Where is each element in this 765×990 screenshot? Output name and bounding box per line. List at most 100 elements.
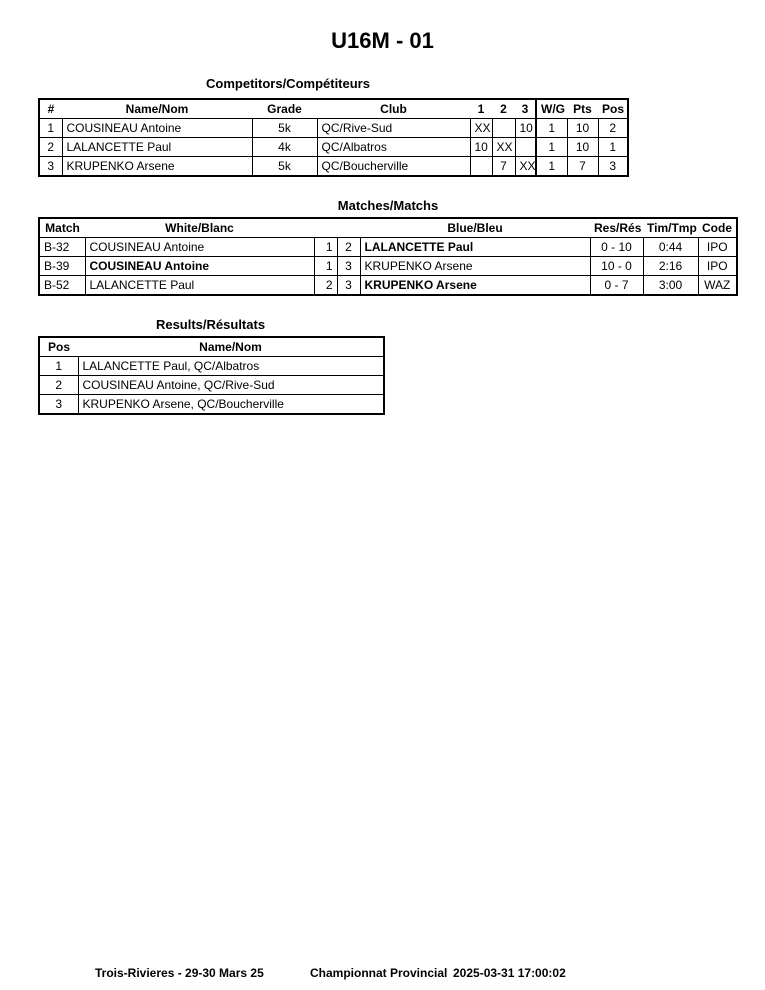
score-vs-2: XX (491, 137, 516, 157)
results-table: Pos Name/Nom 1 LALANCETTE Paul, QC/Albatr… (38, 336, 385, 415)
competitor-grade: 5k (251, 118, 318, 138)
match-id: B-39 (38, 256, 86, 276)
col-header: Pts (573, 102, 592, 116)
position: 2 (597, 118, 629, 138)
score-vs-3 (514, 137, 537, 157)
table-row: 3 KRUPENKO Arsene, QC/Boucherville (38, 394, 385, 415)
col-header: Club (380, 102, 407, 116)
col-header: Match (45, 221, 80, 235)
table-row: 3 KRUPENKO Arsene 5k QC/Boucherville 7 XX 1 7 3 (38, 156, 629, 177)
score-vs-2: 7 (491, 156, 516, 177)
table-row: 1 LALANCETTE Paul, QC/Albatros (38, 356, 385, 376)
footer-event: Championnat Provincial (310, 966, 448, 980)
white-competitor: LALANCETTE Paul (84, 275, 315, 296)
competitor-grade: 4k (251, 137, 318, 157)
col-header: Name/Nom (199, 340, 262, 354)
footer-timestamp: 2025-03-31 17:00:02 (453, 966, 566, 980)
competitors-table: # Name/Nom Grade Club 1 2 3 W/G Pts Pos … (38, 98, 629, 177)
blue-number: 3 (336, 256, 361, 276)
blue-competitor: LALANCETTE Paul (359, 237, 591, 257)
col-header: Pos (602, 102, 625, 116)
result-position: 1 (38, 356, 79, 376)
competitor-number: 3 (38, 156, 63, 177)
points: 7 (566, 156, 599, 177)
result-name: COUSINEAU Antoine, QC/Rive-Sud (77, 375, 385, 395)
competitor-name: COUSINEAU Antoine (61, 118, 253, 138)
match-id: B-52 (38, 275, 86, 296)
score-vs-1: 10 (469, 137, 493, 157)
competitor-name: LALANCETTE Paul (61, 137, 253, 157)
col-header: Grade (267, 102, 302, 116)
result-name: LALANCETTE Paul, QC/Albatros (77, 356, 385, 376)
points: 10 (566, 118, 599, 138)
col-header: Pos (47, 340, 70, 354)
blue-competitor: KRUPENKO Arsene (359, 275, 591, 296)
result-position: 2 (38, 375, 79, 395)
competitor-club: QC/Rive-Sud (316, 118, 471, 138)
table-header: Match White/Blanc Blue/Bleu Res/Rés Tim/… (39, 218, 737, 238)
white-number: 2 (313, 275, 338, 296)
competitor-number: 1 (38, 118, 63, 138)
blue-number: 2 (336, 237, 361, 257)
competitor-club: QC/Boucherville (316, 156, 471, 177)
time: 3:00 (642, 275, 699, 296)
score-vs-1: XX (469, 118, 493, 138)
result-name: KRUPENKO Arsene, QC/Boucherville (77, 394, 385, 415)
footer-location: Trois-Rivieres - 29-30 Mars 25 (95, 966, 264, 980)
result: 10 - 0 (589, 256, 644, 276)
code: WAZ (697, 275, 738, 296)
col-header: # (47, 102, 55, 116)
position: 1 (597, 137, 629, 157)
table-row: 1 COUSINEAU Antoine 5k QC/Rive-Sud XX 10 1 10 2 (38, 118, 629, 138)
col-header: Blue/Bleu (447, 221, 503, 235)
table-header: Pos Name/Nom (39, 337, 384, 357)
results-heading: Results/Résultats (155, 317, 266, 332)
score-vs-3: XX (514, 156, 537, 177)
table-row: 2 COUSINEAU Antoine, QC/Rive-Sud (38, 375, 385, 395)
time: 2:16 (642, 256, 699, 276)
col-header: 3 (521, 102, 529, 116)
score-vs-2 (491, 118, 516, 138)
table-header: # Name/Nom Grade Club 1 2 3 W/G Pts Pos (39, 99, 628, 119)
col-header: 1 (477, 102, 485, 116)
table-row: 2 LALANCETTE Paul 4k QC/Albatros 10 XX 1 10 1 (38, 137, 629, 157)
table-row: B-32 COUSINEAU Antoine 1 2 LALANCETTE Paul 0 … (38, 237, 738, 257)
position: 3 (597, 156, 629, 177)
col-header: White/Blanc (165, 221, 234, 235)
competitor-grade: 5k (251, 156, 318, 177)
page-title: U16M - 01 (331, 28, 434, 53)
wins: 1 (535, 156, 568, 177)
competitor-name: KRUPENKO Arsene (61, 156, 253, 177)
wins: 1 (535, 118, 568, 138)
col-header: Res/Rés (594, 221, 642, 235)
competitors-heading: Competitors/Compétiteurs (206, 76, 370, 91)
white-competitor: COUSINEAU Antoine (84, 256, 315, 276)
white-number: 1 (313, 256, 338, 276)
code: IPO (697, 237, 738, 257)
table-row: B-52 LALANCETTE Paul 2 3 KRUPENKO Arsene 0 - … (38, 275, 738, 296)
matches-table: Match White/Blanc Blue/Bleu Res/Rés Tim/… (38, 217, 738, 296)
time: 0:44 (642, 237, 699, 257)
white-competitor: COUSINEAU Antoine (84, 237, 315, 257)
competitor-number: 2 (38, 137, 63, 157)
result: 0 - 7 (589, 275, 644, 296)
score-vs-1 (469, 156, 493, 177)
col-header: Code (702, 221, 732, 235)
blue-number: 3 (336, 275, 361, 296)
wins: 1 (535, 137, 568, 157)
white-number: 1 (313, 237, 338, 257)
matches-heading: Matches/Matchs (337, 198, 439, 213)
table-row: B-39 COUSINEAU Antoine 1 3 KRUPENKO Arsene 10… (38, 256, 738, 276)
blue-competitor: KRUPENKO Arsene (359, 256, 591, 276)
result: 0 - 10 (589, 237, 644, 257)
competitor-club: QC/Albatros (316, 137, 471, 157)
result-position: 3 (38, 394, 79, 415)
col-header: Tim/Tmp (647, 221, 697, 235)
col-header: Name/Nom (125, 102, 189, 116)
code: IPO (697, 256, 738, 276)
col-header: W/G (535, 99, 567, 119)
match-id: B-32 (38, 237, 86, 257)
points: 10 (566, 137, 599, 157)
score-vs-3: 10 (514, 118, 537, 138)
